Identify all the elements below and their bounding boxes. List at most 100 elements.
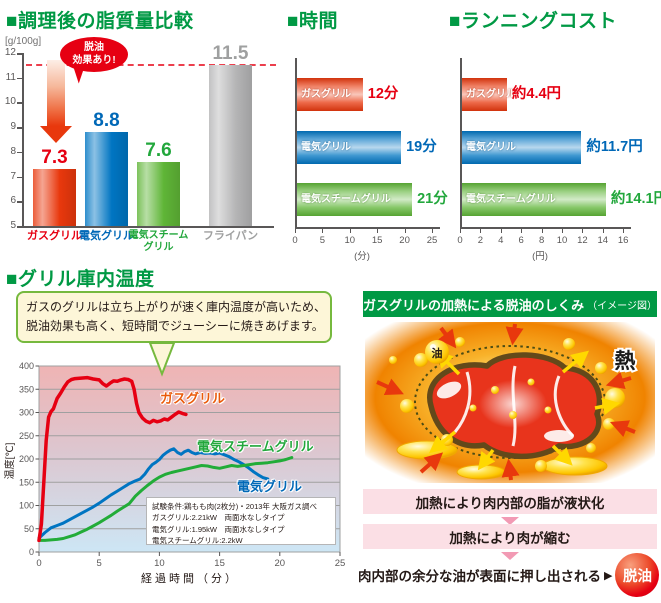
x-tick-label: 15 — [371, 235, 383, 246]
x-tick-mark — [521, 229, 523, 233]
x-tick-label: 8 — [538, 235, 545, 246]
temp-section-title: ■グリル庫内温度 — [6, 269, 155, 290]
bar-category-label: 電気スチーム グリル — [128, 230, 189, 253]
fat-section-title: ■調理後の脂質量比較 — [6, 11, 194, 32]
bar-value-label: 約14.1円 — [610, 191, 661, 207]
y-tick-label: 150 — [19, 477, 34, 487]
y-tick-mark — [17, 151, 22, 154]
y-tick-label: 300 — [19, 408, 34, 418]
note-line4: 電気スチームグリル:2.2kW — [152, 535, 243, 545]
y-axis-title: 温度[℃] — [3, 442, 16, 479]
x-tick-label: 10 — [556, 235, 568, 246]
x-tick-label: 20 — [275, 558, 286, 569]
deoil-badge-line2: 効果あり! — [72, 54, 116, 66]
callout-line1: ガスのグリルは立ち上がりが速く庫内温度が高いため、 — [26, 300, 327, 314]
deoil-badge-line1: 脱油 — [84, 42, 104, 53]
x-tick-mark — [623, 229, 625, 233]
deoil-result-badge: 脱油 — [615, 553, 660, 597]
fat-bar-chart: 12 11 10 9 8 7 6 5 7.3 ガスグリル 8.8 電気グリル 7.6 電気スチーム グリル… — [0, 40, 290, 270]
series-line-電気グリル — [37, 447, 270, 540]
note-line1: 試験条件:鶏もも肉(2枚分)・2013年 大阪ガス調べ — [152, 502, 318, 511]
x-tick-mark — [541, 229, 543, 233]
mechanism-title-note: （イメージ図） — [587, 300, 657, 312]
deoil-arrow-icon — [40, 126, 72, 143]
y-tick-label: 6 — [10, 195, 16, 207]
x-tick-label: 5 — [319, 235, 326, 246]
x-tick-label: 0 — [36, 558, 41, 569]
bar-inner-label: 電気スチームグリル — [301, 194, 391, 205]
oil-puddle — [542, 456, 608, 476]
bar-value-label: 21分 — [417, 191, 448, 207]
x-tick-label: 6 — [518, 235, 524, 246]
bar-value-label: 11.5 — [212, 43, 249, 65]
y-tick-label: 12 — [4, 47, 16, 58]
y-tick-label: 0 — [29, 547, 34, 557]
y-tick-label: 7 — [10, 170, 16, 182]
bar-電気スチームグリル — [462, 183, 606, 216]
x-tick-label: 25 — [426, 235, 438, 246]
bar-ガスグリル — [462, 78, 507, 111]
y-tick-mark — [17, 102, 22, 104]
meat-fat-patch — [436, 381, 462, 399]
y-tick-label: 200 — [19, 454, 34, 464]
callout-tail — [148, 342, 176, 377]
cost-axis-unit: (円) — [532, 251, 548, 262]
x-tick-mark — [404, 229, 406, 233]
heat-label: 熱 — [615, 350, 636, 373]
legend-electric-grill: 電気グリル — [237, 479, 303, 494]
meat-deoil-illustration: 油 熱 — [363, 320, 657, 485]
y-tick-label: 10 — [4, 96, 16, 108]
y-tick-mark — [17, 53, 22, 55]
bar-inner-label: ガスグリル — [301, 89, 351, 100]
mechanism-step-2: 加熱により肉が縮む — [363, 524, 657, 549]
reference-dashed-line — [26, 64, 276, 67]
bar-inner-label: 電気グリル — [301, 142, 351, 153]
y-tick-mark — [17, 201, 22, 203]
down-triangle-icon — [501, 517, 519, 525]
bar-inner-label: 電気スチームグリル — [466, 194, 556, 205]
cost-section-title: ■ランニングコスト — [449, 11, 617, 32]
bar-inner-label: 電気グリル — [466, 142, 516, 153]
bar-value-label: 12分 — [367, 86, 399, 102]
x-axis-line — [22, 226, 274, 228]
y-tick-mark — [17, 127, 22, 129]
x-tick-mark — [377, 229, 379, 233]
note-line2: ガスグリル:2.21kW 両面水なしタイプ — [152, 513, 285, 523]
x-tick-label: 15 — [214, 558, 225, 569]
x-tick-label: 5 — [97, 558, 102, 569]
y-tick-label: 400 — [19, 361, 34, 371]
bar-value-label: 約4.4円 — [511, 86, 562, 102]
x-tick-label: 14 — [597, 235, 609, 246]
y-tick-mark — [17, 226, 22, 228]
oil-puddle — [456, 464, 506, 480]
x-tick-label: 0 — [292, 235, 298, 246]
heat-in-arrows — [376, 323, 636, 481]
y-tick-label: 350 — [19, 384, 34, 394]
mechanism-title-bar: ガスグリルの加熱による脱油のしくみ （イメージ図） — [363, 291, 657, 317]
time-section-title: ■時間 — [287, 11, 338, 32]
bar-ガスグリル — [297, 78, 363, 111]
x-tick-mark — [349, 229, 351, 233]
x-tick-mark — [562, 229, 563, 233]
x-tick-mark — [460, 229, 461, 233]
x-tick-mark — [295, 229, 296, 233]
bar-電気グリル — [85, 132, 128, 226]
bar-電気グリル — [297, 131, 402, 164]
bar-category-label: 電気グリル — [79, 230, 134, 242]
x-tick-label: 16 — [617, 235, 629, 246]
meat-marbling — [511, 365, 517, 447]
time-axis-unit: (分) — [354, 251, 370, 262]
x-tick-mark — [582, 229, 584, 233]
bar-value-label: 7.6 — [145, 139, 172, 161]
x-tick-mark — [500, 229, 502, 233]
x-axis-line — [295, 227, 440, 229]
bar-inner-label: ガスグリル — [466, 89, 516, 100]
mechanism-step-1: 加熱により肉内部の脂が液状化 — [363, 489, 657, 514]
oil-ball-highlight — [430, 344, 436, 350]
y-tick-mark — [17, 77, 22, 80]
deoil-arrow-shaft — [47, 60, 65, 126]
y-tick-label: 250 — [19, 431, 34, 441]
bar-ガスグリル — [33, 169, 76, 226]
y-tick-label: 8 — [10, 145, 16, 157]
